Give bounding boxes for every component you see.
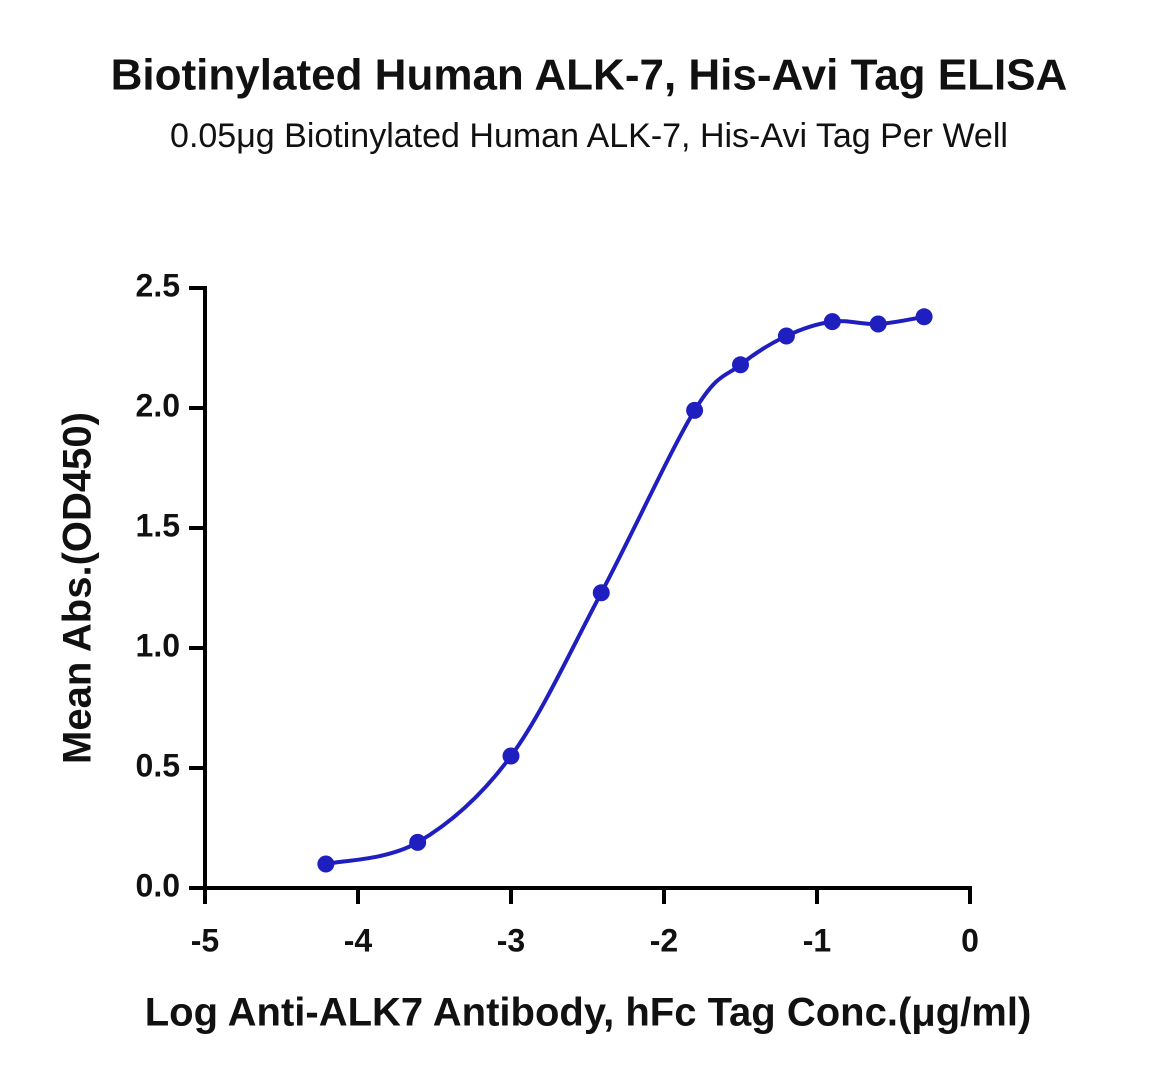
data-point (686, 401, 704, 419)
data-point (592, 584, 610, 602)
data-point (915, 308, 933, 326)
x-tick-label: -3 (497, 922, 525, 958)
data-point (502, 747, 520, 765)
y-tick-label: 0.5 (136, 747, 180, 783)
y-axis-label: Mean Abs.(OD450) (56, 412, 100, 764)
y-tick-label: 2.0 (136, 387, 180, 423)
data-point (732, 356, 749, 374)
y-tick-label: 0.0 (136, 867, 180, 903)
chart-subtitle: 0.05μg Biotinylated Human ALK-7, His-Avi… (170, 117, 1008, 155)
x-tick-label: -1 (803, 922, 831, 958)
data-point (777, 327, 795, 345)
x-axis-label: Log Anti-ALK7 Antibody, hFc Tag Conc.(μg… (145, 991, 1032, 1035)
x-tick-label: 0 (961, 922, 979, 958)
y-tick-label: 1.5 (136, 507, 180, 543)
chart-title: Biotinylated Human ALK-7, His-Avi Tag EL… (111, 51, 1068, 100)
x-tick-label: -5 (191, 922, 219, 958)
y-tick-label: 2.5 (136, 267, 180, 303)
data-point (869, 315, 887, 333)
data-point (317, 855, 335, 873)
x-tick-label: -2 (650, 922, 678, 958)
data-point (823, 313, 841, 331)
fit-curve (325, 314, 925, 866)
data-point (409, 833, 427, 851)
x-tick-label: -4 (344, 922, 373, 958)
y-tick-label: 1.0 (136, 627, 180, 663)
